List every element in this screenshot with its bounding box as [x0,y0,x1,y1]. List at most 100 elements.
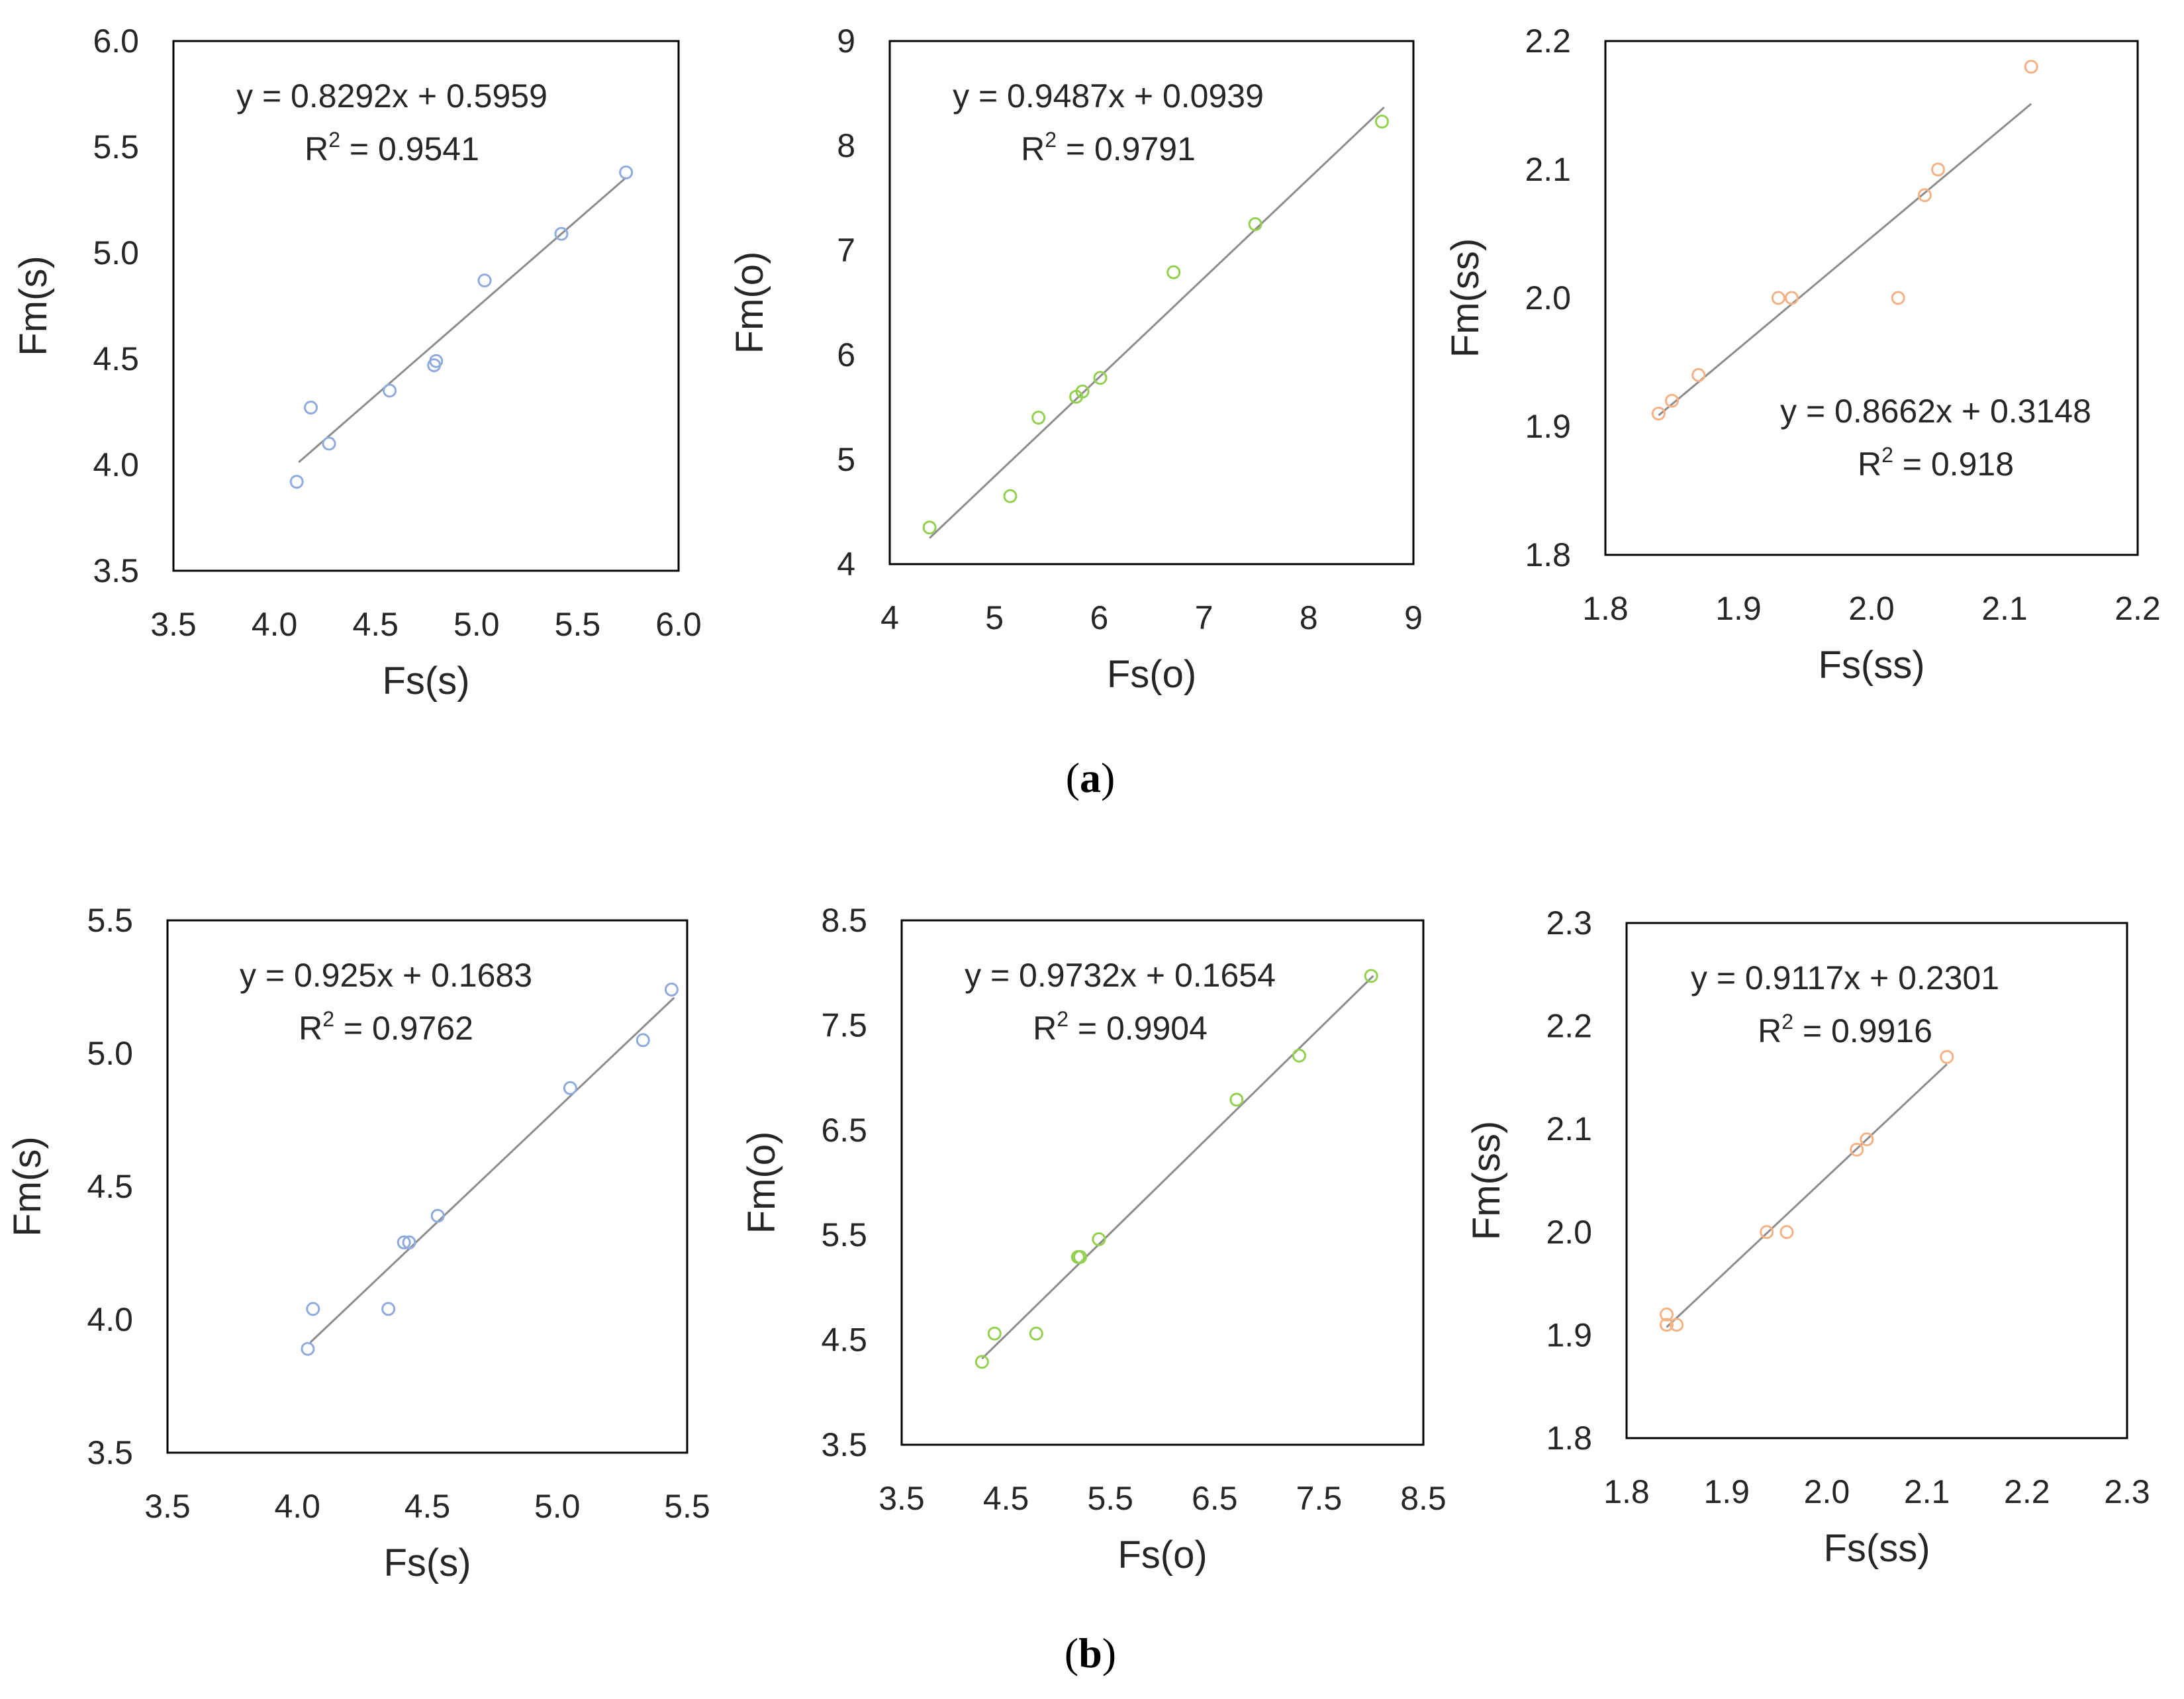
trendline [1666,1063,1948,1328]
x-axis-label: Fs(s) [382,659,469,703]
trendline-equation: y = 0.925x + 0.1683 [240,957,532,994]
y-tick-label: 1.9 [1525,408,1571,445]
x-tick-label: 7 [1195,599,1213,636]
data-point [1691,367,1706,382]
y-tick-label: 6 [837,336,855,373]
r-squared-label: R2 = 0.918 [1858,443,2014,483]
x-tick-label: 3.5 [150,606,197,643]
data-point [1031,411,1046,425]
y-tick-label: 1.8 [1546,1420,1592,1457]
y-tick-label: 2.3 [1546,904,1592,942]
y-tick-label: 3.5 [87,1434,133,1471]
data-point [397,1235,411,1249]
trendline-equation: y = 0.9732x + 0.1654 [965,957,1276,994]
scatter-chart-a-1: 3.5 4.0 4.5 5.0 5.5 6.0 3.5 4.0 4.5 5.0 5.5 6.0 Fs(s… [12,23,702,703]
plot-area-frame [166,919,688,1454]
y-tick-label: 6.0 [93,23,139,60]
data-point [1248,217,1262,231]
data-point [477,273,492,288]
y-axis-label: Fm(o) [728,252,771,354]
x-axis-label: Fs(o) [1107,653,1196,696]
data-point [554,226,569,241]
y-tick-label: 5.5 [821,1216,867,1253]
plot-area-frame [172,40,680,572]
data-point [306,1302,320,1316]
x-tick-label: 2.3 [2104,1473,2150,1510]
y-tick-label: 4.0 [87,1301,133,1338]
data-point [1665,393,1679,408]
caption-b: (b) [1065,1629,1116,1676]
data-point [1229,1092,1244,1107]
x-tick-label: 2.0 [1848,590,1895,627]
y-tick-label: 2.2 [1546,1008,1592,1045]
x-tick-label: 7.5 [1296,1480,1343,1517]
data-point [664,983,679,997]
x-tick-label: 1.8 [1582,590,1629,627]
data-point [1780,1225,1794,1239]
data-point [974,1355,989,1369]
data-point [619,165,634,179]
data-point [1670,1318,1684,1332]
y-tick-label: 8 [837,127,855,164]
y-axis-label: Fm(ss) [1465,1121,1508,1240]
plot-area-frame [888,40,1415,565]
r-squared-label: R2 = 0.9904 [1033,1007,1208,1047]
x-tick-label: 4.5 [983,1480,1029,1517]
data-point [1931,162,1945,177]
x-tick-label: 2.2 [2114,590,2161,627]
x-tick-label: 8 [1300,599,1318,636]
r-squared-label: R2 = 0.9762 [299,1007,473,1047]
y-axis-label: Fm(o) [740,1132,783,1234]
data-point [1375,115,1390,129]
x-tick-label: 5.5 [1087,1480,1133,1517]
y-tick-label: 2.2 [1525,23,1571,60]
data-point [402,1235,416,1249]
x-tick-label: 1.9 [1715,590,1762,627]
x-tick-label: 4.0 [274,1488,320,1525]
data-point [1166,265,1181,279]
data-point [1029,1326,1043,1341]
data-point [429,354,444,368]
y-tick-label: 4 [837,546,855,583]
y-tick-label: 8.5 [821,902,867,939]
r-squared-label: R2 = 0.9541 [305,128,479,168]
x-tick-label: 4.0 [252,606,298,643]
x-tick-label: 5 [985,599,1004,636]
data-point [1651,407,1666,421]
x-tick-label: 5.0 [453,606,500,643]
data-point [1850,1142,1864,1157]
data-point [430,1208,445,1223]
x-tick-label: 2.1 [1981,590,2028,627]
scatter-chart-b-3: 1.8 1.9 2.0 2.1 2.2 2.3 1.8 1.9 2.0 2.1 2.2 2.3 Fs(s… [1465,904,2150,1570]
y-tick-label: 5 [837,441,855,478]
x-tick-label: 2.2 [2004,1473,2050,1510]
y-tick-label: 1.8 [1525,536,1571,573]
x-tick-label: 5.5 [664,1488,710,1525]
x-tick-label: 4.5 [352,606,399,643]
y-tick-label: 7.5 [821,1006,867,1044]
x-tick-label: 8.5 [1400,1480,1447,1517]
x-tick-label: 3.5 [878,1480,925,1517]
y-tick-label: 3.5 [93,552,139,589]
x-axis-label: Fs(ss) [1818,644,1924,687]
y-axis-label: Fm(s) [12,256,55,356]
y-tick-label: 2.1 [1546,1110,1592,1147]
trendline [298,177,627,463]
x-tick-label: 2.1 [1904,1473,1950,1510]
data-point [1003,489,1018,503]
y-tick-label: 4.5 [821,1322,867,1359]
data-point [1092,1232,1106,1247]
plot-area-frame [900,919,1425,1446]
trendline-equation: y = 0.8292x + 0.5959 [236,77,547,115]
x-tick-label: 6.0 [655,606,702,643]
scatter-chart-b-1: 3.5 4.0 4.5 5.0 5.5 3.5 4.0 4.5 5.0 5.5 Fs(s) Fm(s)… [6,902,710,1584]
trendline-equation: y = 0.8662x + 0.3148 [1780,393,2091,430]
data-point [1760,1225,1774,1239]
data-point [1659,1318,1674,1332]
y-tick-label: 7 [837,232,855,269]
data-point [1093,371,1108,385]
trendline [929,106,1385,539]
data-point [1891,291,1905,305]
plot-area-frame [1625,922,2128,1439]
